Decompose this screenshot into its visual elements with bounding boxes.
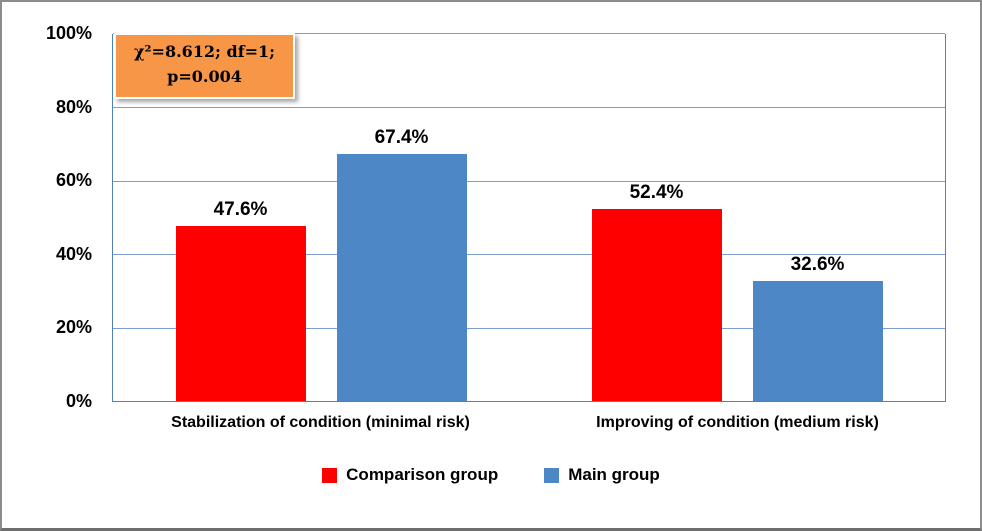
y-tick-label: 20% — [55, 317, 92, 338]
bar-value-label: 32.6% — [790, 254, 845, 276]
bar-group-improving-of-condition-m: 52.4% 32.6% — [529, 34, 945, 401]
y-tick-label: 80% — [55, 96, 92, 117]
annotation-line-1: χ²=8.612; df=1; — [134, 42, 276, 61]
legend: Comparison group Main group — [2, 465, 980, 485]
legend-label-comparison-group: Comparison group — [346, 465, 499, 484]
bar-comparison-group-category-2: 52.4% — [591, 182, 722, 401]
category-label-stabilization: Stabilization of condition (minimal risk… — [171, 414, 470, 431]
bar-value-label: 47.6% — [213, 199, 268, 221]
bar-comparison-group-category-1: 47.6% — [175, 199, 306, 401]
bar-group-stabilization-of-conditi: 47.6% 67.4% — [113, 34, 529, 401]
annotation-line-2: p=0.004 — [167, 66, 242, 86]
legend-swatch-main-group — [544, 467, 560, 483]
bar-groups: 47.6% 67.4% 52.4% 32.6% — [113, 34, 945, 401]
gridline — [113, 254, 945, 256]
legend-swatch-comparison-group — [322, 467, 338, 483]
x-axis-labels: Stabilization of condition (minimal risk… — [112, 414, 946, 432]
category-label-improving: Improving of condition (medium risk) — [596, 414, 879, 431]
plot-area: 47.6% 67.4% 52.4% 32.6% — [112, 33, 946, 402]
gridline — [113, 33, 945, 34]
legend-item-main-group: Main group — [544, 465, 660, 485]
bar-main-group-category-1: 67.4% — [336, 127, 467, 401]
gridline — [113, 327, 945, 329]
bar-value-label: 52.4% — [629, 181, 684, 203]
gridline — [113, 180, 945, 182]
legend-label-main-group: Main group — [568, 465, 660, 484]
legend-item-comparison-group: Comparison group — [322, 465, 498, 485]
y-tick-label: 0% — [65, 391, 92, 412]
y-tick-label: 40% — [55, 243, 92, 264]
chi-square-annotation: χ²=8.612; df=1; p=0.004 — [114, 33, 296, 99]
y-tick-label: 60% — [55, 170, 92, 191]
bar-main-group-category-2: 32.6% — [752, 254, 883, 401]
y-axis-labels: 100% 80% 60% 40% 20% 0% — [2, 23, 100, 411]
gridline — [113, 107, 945, 109]
bar-value-label: 67.4% — [374, 126, 429, 148]
y-tick-label: 100% — [45, 23, 92, 44]
